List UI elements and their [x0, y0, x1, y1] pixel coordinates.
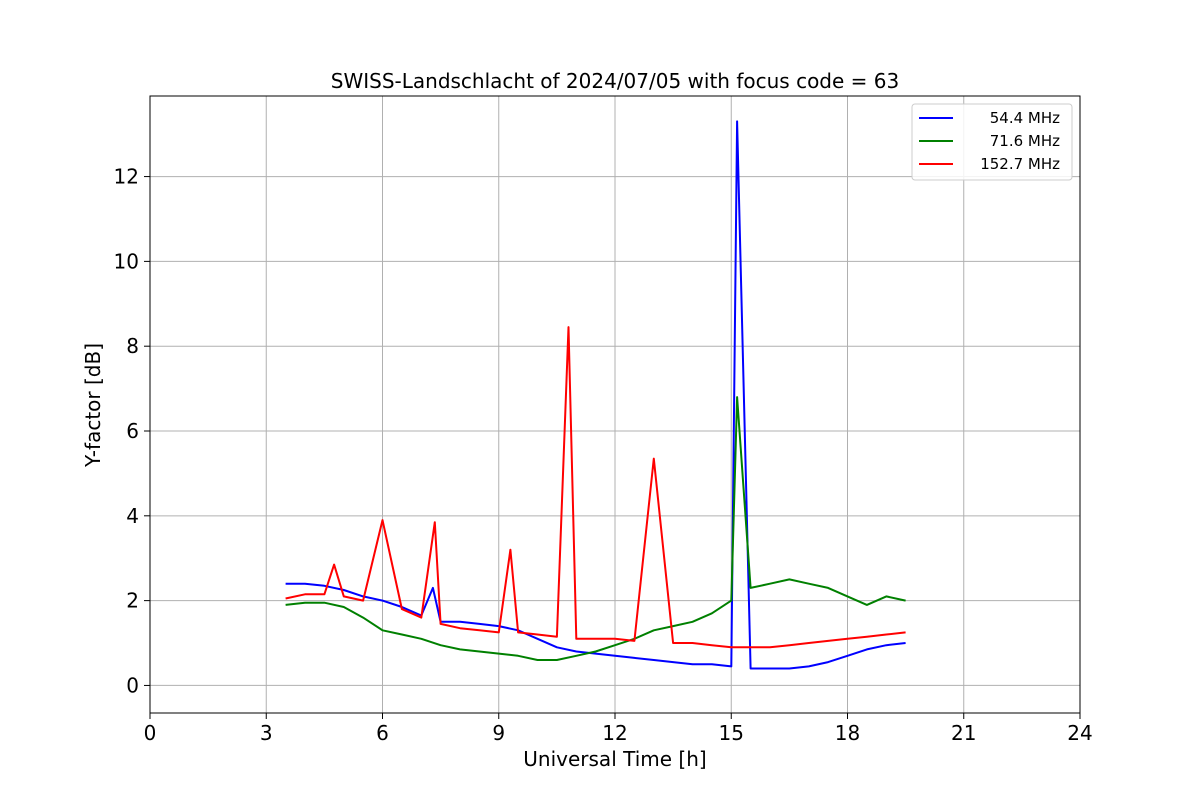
x-tick-label: 24 [1067, 721, 1092, 745]
x-tick-label: 12 [602, 721, 627, 745]
x-axis-label: Universal Time [h] [523, 747, 706, 771]
x-tick-label: 18 [835, 721, 860, 745]
y-tick-label: 4 [126, 504, 139, 528]
x-tick-label: 9 [492, 721, 505, 745]
x-tick-label: 6 [376, 721, 389, 745]
x-tick-label: 21 [951, 721, 976, 745]
y-tick-label: 0 [126, 673, 139, 697]
series-layer [285, 120, 906, 670]
y-tick-label: 8 [126, 334, 139, 358]
y-tick-label: 2 [126, 589, 139, 613]
legend-box [911, 103, 1073, 181]
legend-label-1: 54.4 MHz [990, 109, 1060, 127]
legend-label-3: 152.7 MHz [980, 155, 1060, 173]
x-tick-label: 3 [260, 721, 273, 745]
y-axis-label: Y-factor [dB] [81, 343, 105, 468]
legend-label-2: 71.6 MHz [990, 132, 1060, 150]
x-tick-label: 15 [719, 721, 744, 745]
legend-items: 54.4 MHz 71.6 MHz 152.7 MHz [919, 109, 1060, 173]
y-tick-label: 10 [114, 249, 139, 273]
series-line-2 [285, 396, 906, 661]
series-line-3 [285, 326, 906, 649]
legend: 54.4 MHz 71.6 MHz 152.7 MHz [911, 103, 1073, 181]
y-tick-label: 12 [114, 165, 139, 189]
y-tick-label: 6 [126, 419, 139, 443]
x-tick-label: 0 [144, 721, 157, 745]
series-line-1 [285, 120, 906, 670]
chart-title: SWISS-Landschlacht of 2024/07/05 with fo… [331, 69, 899, 93]
